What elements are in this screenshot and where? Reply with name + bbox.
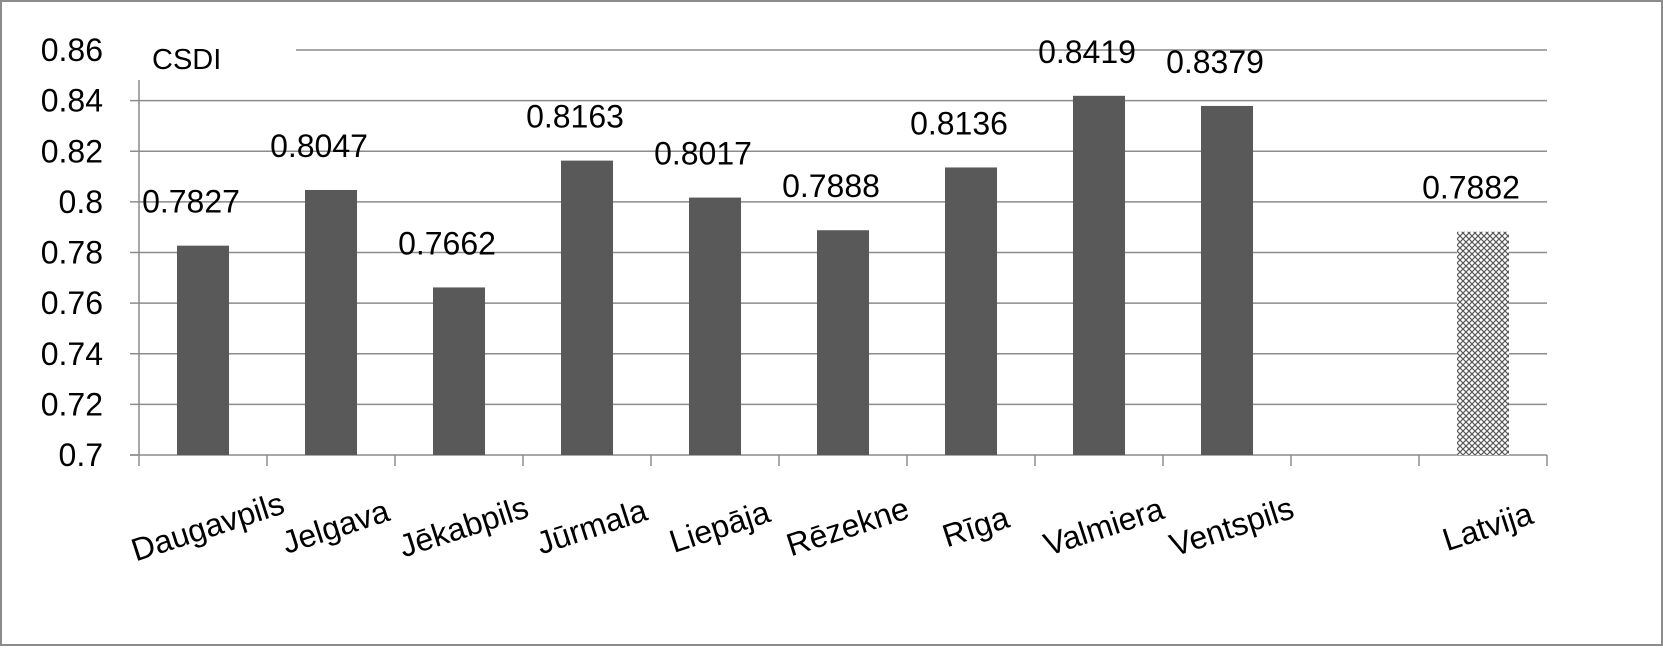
y-tick-label: 0.84 [41,83,103,119]
y-tick-label: 0.74 [41,336,103,372]
bar [1073,95,1125,456]
y-tick-label: 0.86 [41,32,103,68]
bar [305,189,357,455]
bar [689,197,741,455]
x-tick-label: Valmiera [1039,490,1168,563]
data-label: 0.7888 [782,168,880,204]
data-label: 0.8163 [526,99,624,135]
bar [945,167,997,455]
data-label: 0.8136 [910,105,1008,141]
data-labels: 0.7827 0.8047 0.7662 0.8163 0.8017 0.7888 0.81… [142,34,1520,262]
x-tick-label: Daugavpils [127,485,289,568]
x-tick-label: Ventspils [1165,490,1298,564]
y-tick-label: 0.8 [59,184,103,220]
data-label: 0.8017 [654,136,752,172]
bar [817,230,869,455]
y-tick-label: 0.76 [41,285,103,321]
axes: 0.7 0.72 0.74 0.76 0.78 0.8 0.82 0.84 0.86 Daugav… [41,32,1548,568]
y-tick-label: 0.7 [59,437,103,473]
x-tick-label: Rīga [938,499,1014,554]
x-tick-label: Liepāja [665,493,774,559]
bar [433,287,485,455]
data-label: 0.8379 [1166,44,1264,80]
bar [1201,105,1253,456]
x-tick-label: Jelgava [278,492,394,560]
y-tick-label: 0.72 [41,386,103,422]
bars [177,95,1509,456]
data-label: 0.7827 [142,184,240,220]
data-label: 0.8419 [1038,34,1136,70]
bar [1457,231,1509,455]
x-tick-label: Jēkabpils [395,489,533,564]
y-tick-label: 0.78 [41,235,103,271]
x-tick-label: Rēzekne [782,490,913,563]
data-label: 0.7882 [1422,170,1520,206]
x-tick-label: Jūrmala [532,492,652,561]
y-axis-label-background [128,40,296,80]
bar [177,245,229,455]
y-tick-label: 0.82 [41,133,103,169]
bar [561,160,613,455]
x-tick-label: Latvija [1438,495,1537,558]
y-axis-label: CSDI [152,44,221,76]
data-label: 0.7662 [398,225,496,261]
data-label: 0.8047 [270,128,368,164]
